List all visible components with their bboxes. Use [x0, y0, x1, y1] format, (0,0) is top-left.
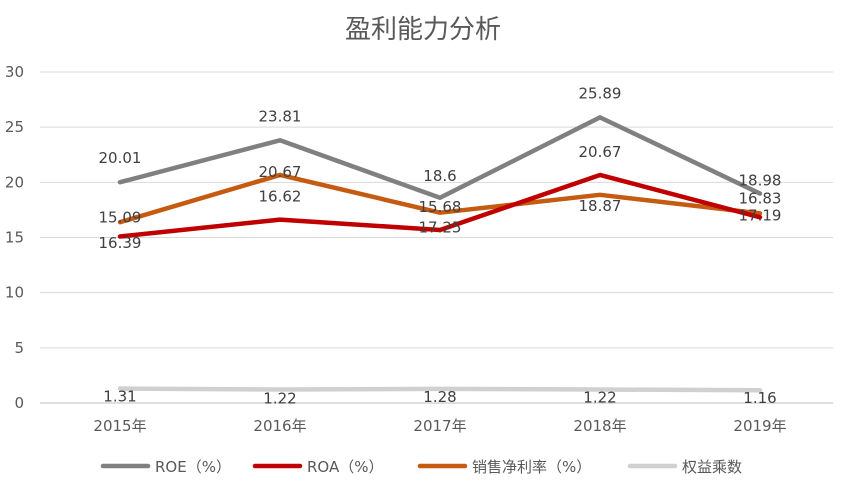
series-line [117, 386, 763, 393]
y-tick-label: 25 [5, 118, 24, 136]
series-line [117, 172, 763, 239]
y-tick-label: 10 [5, 284, 24, 302]
legend-label: ROE（%） [155, 458, 231, 476]
y-tick-label: 30 [5, 63, 24, 81]
data-label: 18.87 [579, 197, 622, 215]
legend-item: ROA（%） [252, 458, 383, 476]
data-label: 1.31 [103, 388, 136, 406]
x-tick-label: 2018年 [573, 417, 626, 435]
y-tick-label: 0 [14, 394, 24, 412]
data-label: 16.39 [99, 234, 142, 252]
data-label: 1.22 [263, 390, 296, 408]
data-label: 20.67 [579, 143, 622, 161]
x-tick-label: 2019年 [733, 417, 786, 435]
y-axis: 0 5 10 15 20 25 30 [5, 63, 24, 412]
x-tick-label: 2017年 [413, 417, 466, 435]
legend-item: 销售净利率（%） [417, 458, 591, 476]
y-tick-label: 20 [5, 173, 24, 191]
data-label: 17.19 [739, 206, 782, 224]
data-label: 1.22 [583, 389, 616, 407]
data-label: 1.16 [743, 389, 776, 407]
legend-label: ROA（%） [307, 458, 383, 476]
series-line [117, 115, 763, 201]
data-label: 18.98 [739, 172, 782, 190]
data-label: 16.83 [739, 189, 782, 207]
chart-title: 盈利能力分析 [345, 15, 501, 45]
data-label: 18.6 [423, 167, 456, 185]
legend-label: 权益乘数 [682, 458, 742, 476]
x-tick-label: 2015年 [93, 417, 146, 435]
x-axis: 2015年 2016年 2017年 2018年 2019年 [93, 417, 786, 435]
legend: ROE（%） ROA（%） 销售净利率（%） 权益乘数 [100, 458, 742, 476]
data-label: 1.28 [423, 388, 456, 406]
legend-label: 销售净利率（%） [472, 458, 591, 476]
data-label: 16.62 [259, 188, 302, 206]
data-label: 15.09 [99, 209, 142, 227]
data-label: 23.81 [259, 107, 302, 125]
y-tick-label: 5 [14, 339, 24, 357]
data-labels: 20.01 23.81 18.6 25.89 18.98 15.09 16.62 15.68 2… [99, 84, 782, 407]
legend-item: ROE（%） [100, 458, 231, 476]
data-label: 25.89 [579, 84, 622, 102]
x-tick-label: 2016年 [253, 417, 306, 435]
gridlines [40, 71, 833, 404]
data-label: 20.01 [99, 149, 142, 167]
data-label: 15.68 [419, 198, 462, 216]
data-label: 17.25 [419, 219, 462, 237]
y-tick-label: 15 [5, 229, 24, 247]
data-label: 20.67 [259, 163, 302, 181]
series-line [117, 172, 763, 225]
series-lines [117, 115, 763, 393]
legend-item: 权益乘数 [627, 458, 742, 476]
